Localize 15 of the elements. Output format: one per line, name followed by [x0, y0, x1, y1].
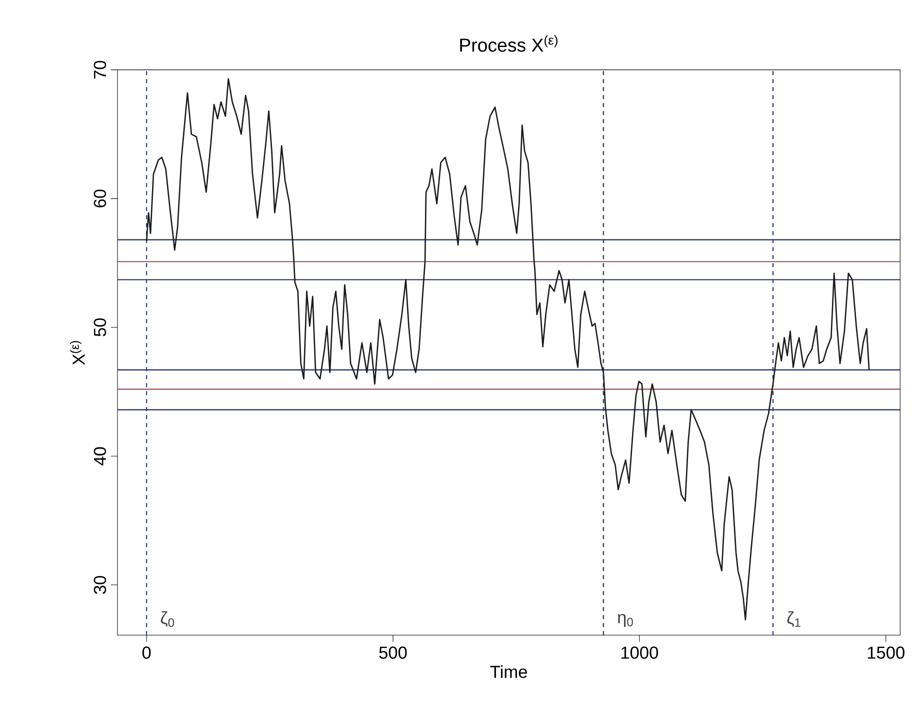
x-tick-label: 0	[142, 646, 151, 659]
y-tick-label: 40	[94, 447, 106, 466]
y-tick-label: 60	[94, 190, 106, 208]
y-axis-title: X$^{(ε)}$	[70, 341, 85, 365]
x-axis-title: Time	[490, 665, 527, 678]
ref-line-label: ζ$_{0}$	[160, 611, 174, 627]
x-tick-label: 500	[379, 646, 407, 659]
y-tick-label: 50	[94, 318, 106, 336]
y-tick-label: 70	[94, 60, 106, 79]
chart-title: Process X$^{(ε)}$	[460, 35, 558, 52]
ref-line-label: ζ$_{1}$	[787, 611, 800, 627]
ref-line-label: η$_{0}$	[618, 614, 633, 627]
y-tick-label: 30	[94, 576, 106, 594]
x-tick-label: 1500	[868, 646, 904, 659]
x-tick-label: 1000	[621, 646, 658, 659]
